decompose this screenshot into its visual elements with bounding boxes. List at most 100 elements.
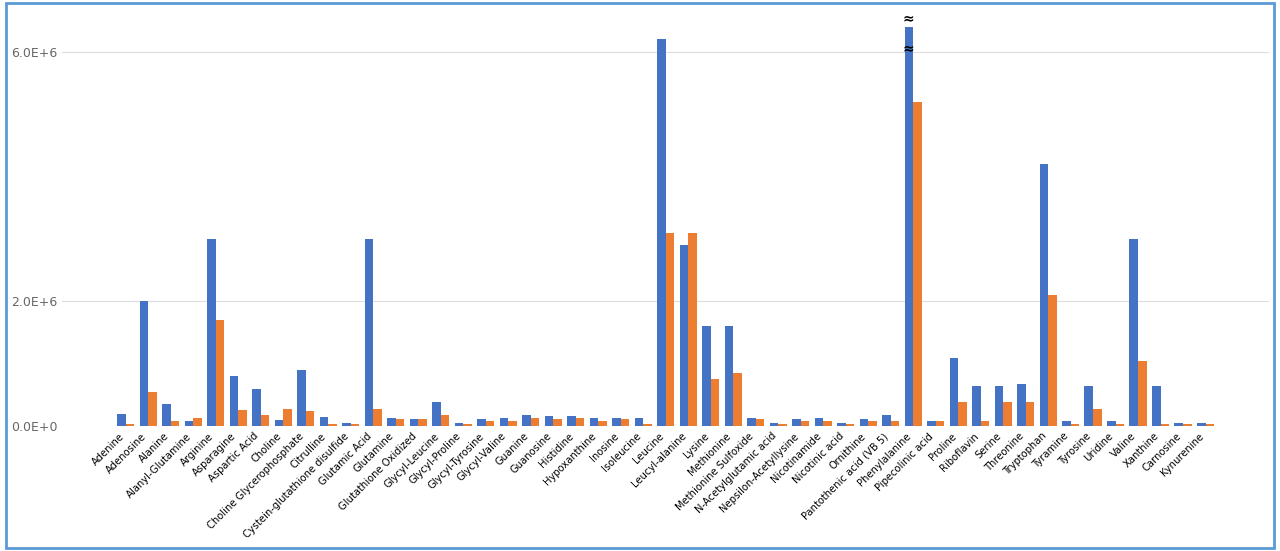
Bar bbox=[1093, 409, 1102, 426]
Bar bbox=[238, 410, 247, 426]
Bar bbox=[1129, 239, 1138, 426]
Bar bbox=[522, 415, 531, 426]
Bar bbox=[778, 424, 787, 426]
Bar bbox=[860, 419, 868, 426]
Bar bbox=[823, 420, 832, 426]
Bar bbox=[959, 402, 966, 426]
Bar bbox=[567, 415, 576, 426]
Bar bbox=[261, 415, 269, 426]
Bar bbox=[1025, 402, 1034, 426]
Bar bbox=[1107, 420, 1116, 426]
Bar bbox=[936, 420, 945, 426]
Bar bbox=[410, 419, 419, 426]
Bar bbox=[207, 239, 216, 426]
Bar bbox=[891, 420, 899, 426]
Bar bbox=[485, 420, 494, 426]
Bar bbox=[275, 420, 283, 426]
Bar bbox=[419, 419, 426, 426]
Bar bbox=[1161, 424, 1169, 426]
Bar bbox=[972, 386, 980, 426]
Bar bbox=[365, 239, 374, 426]
Bar bbox=[216, 320, 224, 426]
Bar bbox=[995, 386, 1004, 426]
Bar bbox=[297, 370, 306, 426]
Bar bbox=[283, 409, 292, 426]
Bar bbox=[1018, 383, 1025, 426]
Bar bbox=[846, 424, 854, 426]
Bar bbox=[553, 419, 562, 426]
Bar bbox=[118, 414, 125, 426]
Bar bbox=[342, 423, 351, 426]
Bar bbox=[374, 409, 381, 426]
Bar bbox=[477, 419, 485, 426]
Bar bbox=[184, 421, 193, 426]
Bar bbox=[351, 424, 360, 426]
Bar bbox=[927, 420, 936, 426]
Bar bbox=[710, 379, 719, 426]
Bar bbox=[913, 102, 922, 426]
Bar bbox=[598, 420, 607, 426]
Bar bbox=[140, 301, 148, 426]
Bar bbox=[612, 418, 621, 426]
Bar bbox=[792, 419, 800, 426]
Bar bbox=[882, 415, 891, 426]
Bar bbox=[328, 424, 337, 426]
Bar bbox=[125, 424, 134, 426]
Bar bbox=[689, 233, 696, 426]
Bar bbox=[837, 423, 846, 426]
Bar bbox=[1183, 424, 1192, 426]
Bar bbox=[724, 326, 733, 426]
Bar bbox=[463, 424, 472, 426]
Bar bbox=[748, 418, 755, 426]
Bar bbox=[1116, 424, 1124, 426]
Bar bbox=[396, 419, 404, 426]
Bar bbox=[733, 373, 741, 426]
Bar bbox=[499, 418, 508, 426]
Bar bbox=[621, 419, 630, 426]
Bar bbox=[1152, 386, 1161, 426]
Bar bbox=[531, 418, 539, 426]
Bar bbox=[508, 420, 517, 426]
Bar bbox=[440, 415, 449, 426]
Bar bbox=[193, 418, 202, 426]
Bar bbox=[950, 358, 959, 426]
Bar bbox=[635, 418, 643, 426]
Bar bbox=[657, 39, 666, 426]
Text: ≈: ≈ bbox=[902, 11, 915, 25]
Bar bbox=[1062, 420, 1070, 426]
Bar bbox=[1206, 424, 1213, 426]
Bar bbox=[703, 326, 710, 426]
Bar bbox=[980, 420, 989, 426]
Bar bbox=[1048, 295, 1056, 426]
Bar bbox=[868, 420, 877, 426]
Bar bbox=[680, 245, 689, 426]
Bar bbox=[800, 420, 809, 426]
Bar bbox=[1004, 402, 1011, 426]
Bar bbox=[320, 417, 328, 426]
Bar bbox=[454, 423, 463, 426]
Bar bbox=[576, 418, 584, 426]
Bar bbox=[1084, 386, 1093, 426]
Bar bbox=[306, 410, 315, 426]
Bar bbox=[590, 418, 598, 426]
Bar bbox=[230, 376, 238, 426]
Bar bbox=[163, 404, 170, 426]
Bar bbox=[433, 402, 440, 426]
Bar bbox=[148, 392, 157, 426]
Bar bbox=[1138, 361, 1147, 426]
Bar bbox=[643, 424, 652, 426]
Bar bbox=[545, 416, 553, 426]
Bar bbox=[1039, 164, 1048, 426]
Bar bbox=[1070, 424, 1079, 426]
Bar bbox=[905, 27, 913, 426]
Bar bbox=[388, 418, 396, 426]
Bar bbox=[1175, 423, 1183, 426]
Text: ≈: ≈ bbox=[902, 41, 915, 55]
Bar bbox=[1197, 423, 1206, 426]
Bar bbox=[252, 388, 261, 426]
Bar bbox=[814, 418, 823, 426]
Bar bbox=[170, 420, 179, 426]
Bar bbox=[666, 233, 675, 426]
Bar bbox=[755, 419, 764, 426]
Bar bbox=[769, 423, 778, 426]
